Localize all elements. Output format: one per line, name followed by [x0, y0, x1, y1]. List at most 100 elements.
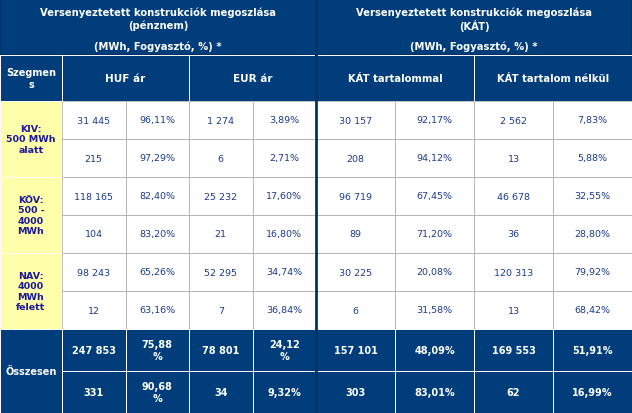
FancyBboxPatch shape — [316, 56, 474, 102]
Text: 97,29%: 97,29% — [139, 154, 175, 163]
Text: 52 295: 52 295 — [204, 268, 237, 277]
Text: 12: 12 — [88, 306, 100, 315]
Text: 90,68
%: 90,68 % — [142, 381, 173, 403]
FancyBboxPatch shape — [474, 102, 553, 140]
Text: 1 274: 1 274 — [207, 116, 234, 125]
Text: 30 225: 30 225 — [339, 268, 372, 277]
FancyBboxPatch shape — [395, 254, 474, 291]
FancyBboxPatch shape — [253, 254, 316, 291]
Text: 215: 215 — [85, 154, 103, 163]
Text: 63,16%: 63,16% — [139, 306, 175, 315]
Text: 30 157: 30 157 — [339, 116, 372, 125]
FancyBboxPatch shape — [474, 178, 553, 216]
Text: 65,26%: 65,26% — [139, 268, 175, 277]
FancyBboxPatch shape — [553, 371, 632, 413]
FancyBboxPatch shape — [316, 216, 395, 254]
FancyBboxPatch shape — [553, 254, 632, 291]
FancyBboxPatch shape — [474, 216, 553, 254]
FancyBboxPatch shape — [189, 371, 253, 413]
FancyBboxPatch shape — [395, 102, 474, 140]
FancyBboxPatch shape — [395, 178, 474, 216]
FancyBboxPatch shape — [189, 254, 253, 291]
FancyBboxPatch shape — [0, 329, 62, 413]
FancyBboxPatch shape — [62, 140, 126, 178]
FancyBboxPatch shape — [62, 329, 126, 371]
FancyBboxPatch shape — [316, 178, 395, 216]
Text: 78 801: 78 801 — [202, 345, 240, 355]
FancyBboxPatch shape — [316, 371, 395, 413]
Text: 75,88
%: 75,88 % — [142, 339, 173, 361]
Text: KÁT tartalom nélkül: KÁT tartalom nélkül — [497, 74, 609, 84]
FancyBboxPatch shape — [474, 371, 553, 413]
Text: 7: 7 — [218, 306, 224, 315]
FancyBboxPatch shape — [316, 56, 632, 102]
FancyBboxPatch shape — [395, 216, 474, 254]
FancyBboxPatch shape — [62, 216, 126, 254]
Text: 83,01%: 83,01% — [414, 387, 455, 397]
Text: 98 243: 98 243 — [77, 268, 111, 277]
Text: HUF ár: HUF ár — [106, 74, 145, 84]
FancyBboxPatch shape — [474, 291, 553, 329]
FancyBboxPatch shape — [62, 291, 126, 329]
FancyBboxPatch shape — [253, 291, 316, 329]
FancyBboxPatch shape — [316, 0, 632, 56]
Text: KÁT tartalommal: KÁT tartalommal — [348, 74, 442, 84]
Text: 16,80%: 16,80% — [266, 230, 302, 239]
Text: (pénznem): (pénznem) — [128, 21, 188, 31]
FancyBboxPatch shape — [474, 140, 553, 178]
FancyBboxPatch shape — [189, 102, 253, 140]
Text: 21: 21 — [215, 230, 227, 239]
Text: 208: 208 — [346, 154, 365, 163]
Text: (MWh, Fogyasztó, %) *: (MWh, Fogyasztó, %) * — [94, 42, 222, 52]
Text: 79,92%: 79,92% — [574, 268, 611, 277]
FancyBboxPatch shape — [126, 140, 189, 178]
Text: 104: 104 — [85, 230, 103, 239]
Text: 6: 6 — [353, 306, 358, 315]
FancyBboxPatch shape — [189, 56, 316, 102]
FancyBboxPatch shape — [189, 178, 253, 216]
FancyBboxPatch shape — [62, 371, 126, 413]
Text: 32,55%: 32,55% — [574, 192, 611, 201]
Text: (KÁT): (KÁT) — [459, 20, 489, 32]
FancyBboxPatch shape — [553, 329, 632, 371]
Text: 20,08%: 20,08% — [416, 268, 453, 277]
Text: Összesen: Összesen — [5, 366, 57, 376]
FancyBboxPatch shape — [395, 291, 474, 329]
Text: 157 101: 157 101 — [334, 345, 377, 355]
FancyBboxPatch shape — [62, 254, 126, 291]
Text: 331: 331 — [83, 387, 104, 397]
Text: 247 853: 247 853 — [72, 345, 116, 355]
Text: 71,20%: 71,20% — [416, 230, 453, 239]
Text: 83,20%: 83,20% — [139, 230, 175, 239]
FancyBboxPatch shape — [0, 56, 316, 102]
Text: KIV:
500 MWh
alatt: KIV: 500 MWh alatt — [6, 125, 56, 154]
FancyBboxPatch shape — [253, 178, 316, 216]
FancyBboxPatch shape — [126, 254, 189, 291]
FancyBboxPatch shape — [395, 329, 474, 371]
FancyBboxPatch shape — [189, 291, 253, 329]
FancyBboxPatch shape — [62, 102, 126, 140]
FancyBboxPatch shape — [316, 254, 395, 291]
FancyBboxPatch shape — [316, 291, 395, 329]
Text: 120 313: 120 313 — [494, 268, 533, 277]
Text: 5,88%: 5,88% — [578, 154, 607, 163]
FancyBboxPatch shape — [253, 102, 316, 140]
FancyBboxPatch shape — [253, 216, 316, 254]
Text: 169 553: 169 553 — [492, 345, 535, 355]
Text: 25 232: 25 232 — [204, 192, 237, 201]
Text: 31,58%: 31,58% — [416, 306, 453, 315]
Text: (MWh, Fogyasztó, %) *: (MWh, Fogyasztó, %) * — [410, 42, 538, 52]
Text: 67,45%: 67,45% — [416, 192, 453, 201]
Text: 13: 13 — [507, 306, 520, 315]
Text: 36,84%: 36,84% — [266, 306, 302, 315]
FancyBboxPatch shape — [253, 329, 316, 371]
FancyBboxPatch shape — [62, 178, 126, 216]
FancyBboxPatch shape — [126, 291, 189, 329]
FancyBboxPatch shape — [474, 329, 553, 371]
Text: NAV:
4000
MWh
felett: NAV: 4000 MWh felett — [16, 271, 46, 311]
FancyBboxPatch shape — [553, 216, 632, 254]
Text: 96,11%: 96,11% — [139, 116, 175, 125]
Text: 3,89%: 3,89% — [269, 116, 300, 125]
FancyBboxPatch shape — [253, 371, 316, 413]
Text: 2 562: 2 562 — [500, 116, 527, 125]
